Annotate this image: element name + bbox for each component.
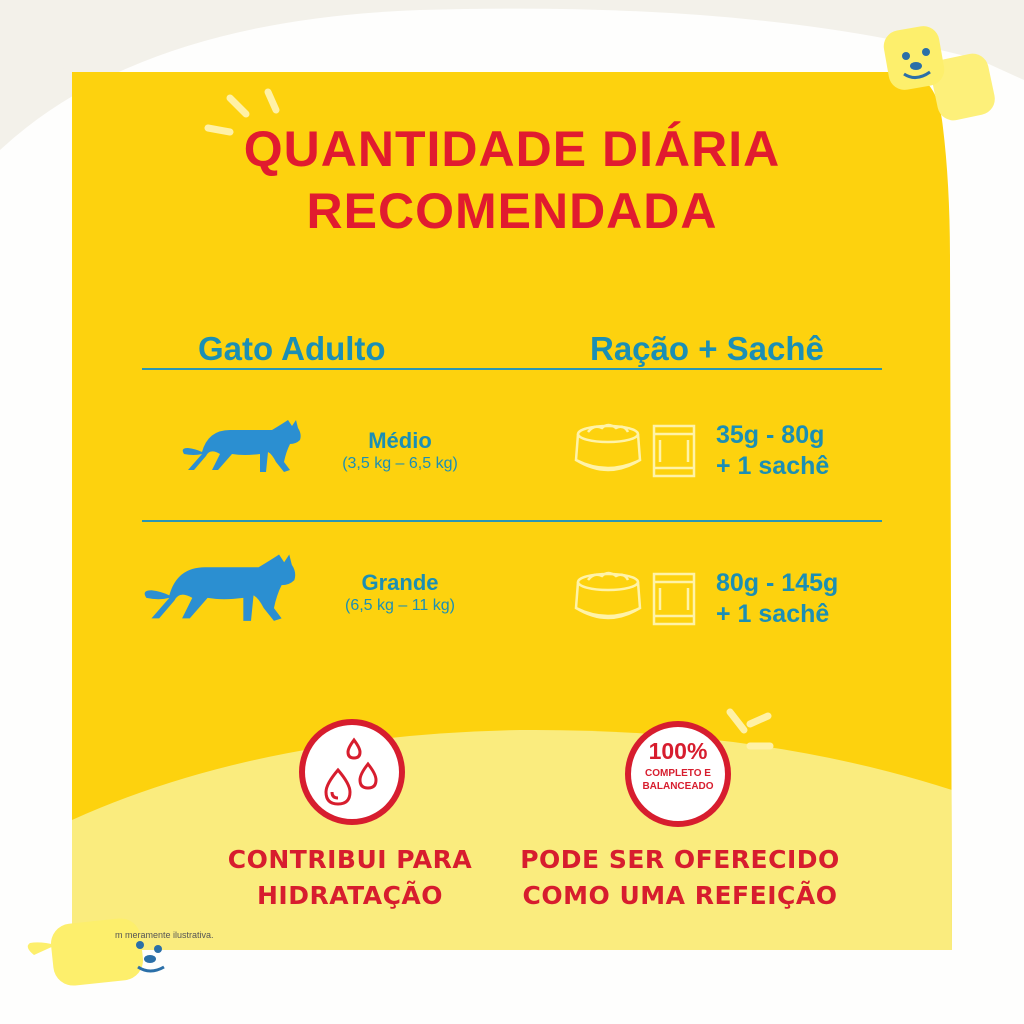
water-drops-icon	[299, 719, 405, 825]
divider-top	[142, 368, 882, 370]
sparkle-marks-badge	[726, 708, 774, 750]
column-header-gato-adulto: Gato Adulto	[198, 330, 386, 367]
title-line-1: QUANTIDADE DIÁRIA	[243, 121, 781, 177]
complete-balanced-badge-icon	[625, 721, 731, 827]
food-bowl-and-pouch-icon	[574, 423, 696, 478]
food-bowl-and-pouch-icon-2	[574, 571, 696, 626]
disclaimer: m meramente ilustrativa.	[115, 930, 214, 940]
badge-line-1: COMPLETO E	[645, 768, 711, 779]
light-wave	[72, 729, 952, 950]
dog-mascot-icon	[883, 26, 995, 121]
cat-medium-icon	[182, 420, 301, 472]
size-range-medio: (3,5 kg – 6,5 kg)	[342, 455, 458, 472]
size-name-grande: Grande	[361, 570, 439, 595]
badge-percent: 100%	[648, 738, 708, 764]
column-header-racao-sache: Ração + Sachê	[590, 330, 824, 367]
size-name-medio: Médio	[368, 428, 432, 453]
benefit-meal-line-1: PODE SER OFERECIDO	[520, 845, 840, 874]
amount-grande-line-1: 80g - 145g	[716, 569, 839, 597]
badge-line-2: BALANCEADO	[642, 781, 714, 792]
amount-medio-line-1: 35g - 80g	[716, 421, 825, 449]
size-range-grande: (6,5 kg – 11 kg)	[345, 597, 455, 614]
cat-large-icon	[144, 554, 296, 621]
benefit-meal-line-2: COMO UMA REFEIÇÃO	[522, 881, 838, 910]
benefit-hydration-line-2: HIDRATAÇÃO	[256, 881, 444, 910]
amount-medio-line-2: + 1 sachê	[716, 452, 830, 480]
sparkle-marks-top	[204, 88, 280, 136]
dog-mascot-bottom-icon	[27, 918, 165, 986]
amount-grande-line-2: + 1 sachê	[716, 600, 830, 628]
divider-middle	[142, 520, 882, 522]
benefit-hydration-line-1: CONTRIBUI PARA	[227, 845, 473, 874]
title-line-2: RECOMENDADA	[306, 183, 718, 239]
